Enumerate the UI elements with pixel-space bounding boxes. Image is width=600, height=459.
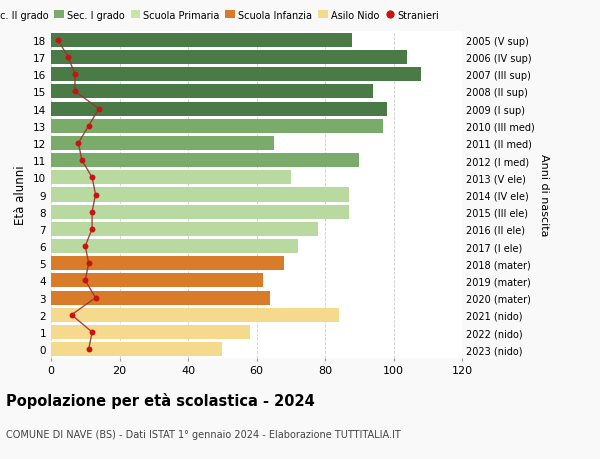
Bar	[51, 222, 318, 236]
Bar	[51, 325, 250, 339]
Y-axis label: Anni di nascita: Anni di nascita	[539, 154, 549, 236]
Bar	[51, 342, 222, 357]
Point	[84, 260, 94, 267]
Bar	[51, 205, 349, 219]
Bar	[51, 154, 359, 168]
Point	[70, 71, 80, 78]
Legend: Sec. II grado, Sec. I grado, Scuola Primaria, Scuola Infanzia, Asilo Nido, Stran: Sec. II grado, Sec. I grado, Scuola Prim…	[0, 11, 439, 21]
Bar	[51, 291, 270, 305]
Point	[74, 140, 83, 147]
Bar	[51, 119, 383, 134]
Bar	[51, 51, 407, 65]
Point	[84, 123, 94, 130]
Point	[84, 346, 94, 353]
Bar	[51, 102, 386, 116]
Point	[67, 312, 76, 319]
Text: COMUNE DI NAVE (BS) - Dati ISTAT 1° gennaio 2024 - Elaborazione TUTTITALIA.IT: COMUNE DI NAVE (BS) - Dati ISTAT 1° genn…	[6, 429, 401, 439]
Bar	[51, 188, 349, 202]
Bar	[51, 308, 338, 322]
Point	[64, 54, 73, 62]
Point	[88, 329, 97, 336]
Y-axis label: Età alunni: Età alunni	[14, 165, 28, 225]
Point	[94, 106, 104, 113]
Point	[80, 277, 90, 285]
Point	[80, 243, 90, 250]
Point	[91, 191, 100, 199]
Bar	[51, 274, 263, 288]
Bar	[51, 171, 291, 185]
Text: Popolazione per età scolastica - 2024: Popolazione per età scolastica - 2024	[6, 392, 315, 409]
Bar	[51, 240, 298, 253]
Point	[77, 157, 86, 164]
Bar	[51, 257, 284, 271]
Point	[53, 37, 62, 45]
Point	[88, 226, 97, 233]
Bar	[51, 85, 373, 99]
Bar	[51, 68, 421, 82]
Point	[91, 294, 100, 302]
Bar	[51, 137, 274, 151]
Point	[88, 174, 97, 182]
Point	[70, 89, 80, 96]
Bar	[51, 34, 352, 48]
Point	[88, 208, 97, 216]
